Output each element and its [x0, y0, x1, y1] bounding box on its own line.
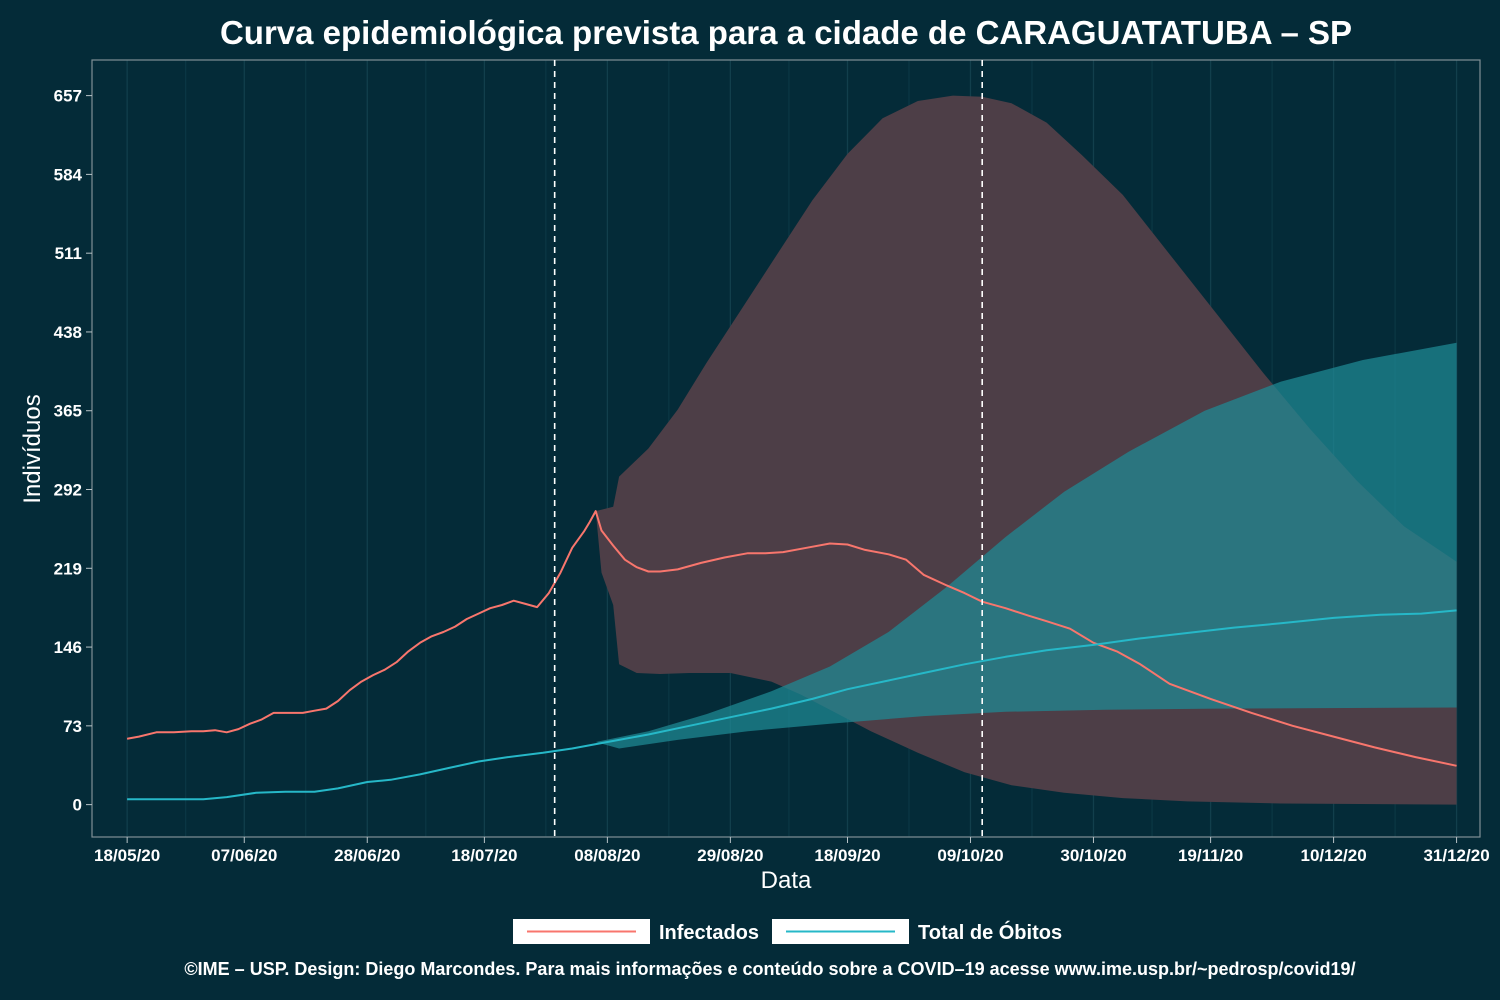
series-line-obitos	[127, 609, 1457, 801]
x-tick-label: 30/10/20	[1060, 846, 1126, 865]
x-tick-label: 09/10/20	[937, 846, 1003, 865]
y-axis-label: Indivíduos	[19, 394, 46, 503]
y-tick-label: 657	[54, 87, 82, 106]
series-line-infectados	[126, 510, 1457, 767]
y-tick-label: 219	[54, 559, 82, 578]
y-tick-label: 292	[54, 481, 82, 500]
x-tick-label: 19/11/20	[1178, 846, 1243, 865]
legend-label: Total de Óbitos	[918, 920, 1062, 944]
y-tick-label: 511	[55, 244, 82, 263]
legend: Infectados Total de Óbitos	[513, 919, 1062, 944]
x-tick-label: 18/09/20	[814, 846, 880, 865]
y-tick-label: 584	[54, 165, 83, 184]
x-tick-label: 10/12/20	[1300, 846, 1366, 865]
x-tick-label: 29/08/20	[697, 846, 763, 865]
y-tick-label: 0	[73, 796, 82, 815]
x-tick-label: 18/05/20	[94, 846, 160, 865]
band-obitos	[595, 342, 1457, 749]
chart-title: Curva epidemiológica prevista para a cid…	[220, 14, 1352, 51]
x-tick-label: 31/12/20	[1423, 846, 1489, 865]
x-axis-label: Data	[761, 867, 812, 894]
y-tick-label: 365	[54, 402, 82, 421]
plot-border	[91, 59, 1481, 838]
x-tick-label: 28/06/20	[334, 846, 400, 865]
plot-panel: 0 73 146 219 292 365 438 511 584 657 18/05/20 07/06…	[54, 59, 1490, 865]
y-tick-label: 438	[54, 323, 82, 342]
x-tick-label: 18/07/20	[451, 846, 517, 865]
legend-label: Infectados	[659, 922, 759, 944]
x-tick-label: 07/06/20	[211, 846, 277, 865]
y-tick-label: 73	[63, 717, 82, 736]
x-tick-label: 08/08/20	[574, 846, 640, 865]
footer-credit: ©IME – USP. Design: Diego Marcondes. Par…	[184, 959, 1355, 979]
y-tick-label: 146	[54, 638, 82, 657]
